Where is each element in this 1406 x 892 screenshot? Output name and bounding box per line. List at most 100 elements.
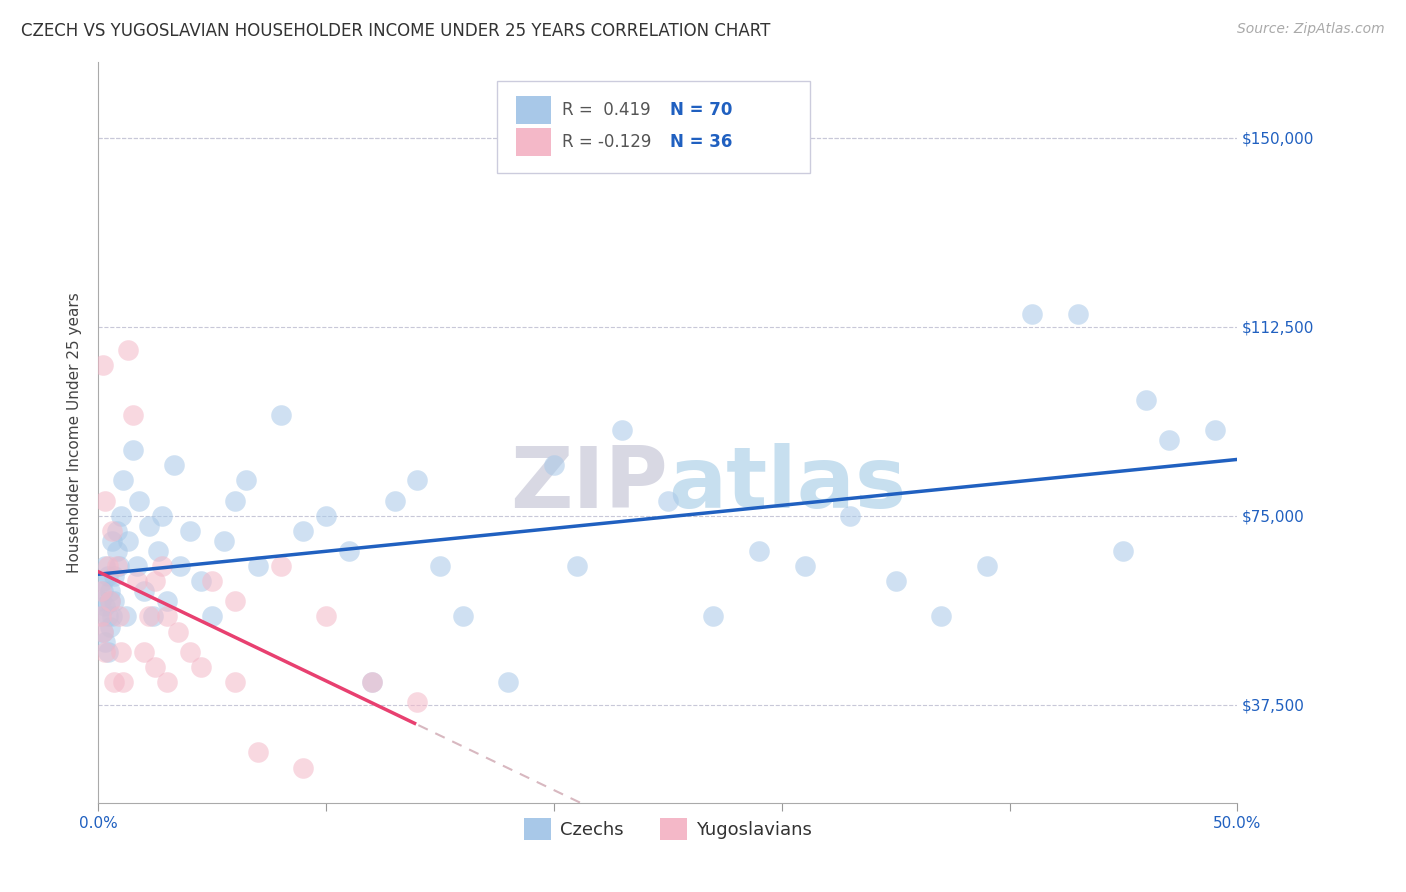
Point <box>150 559 173 574</box>
Point <box>105 524 128 538</box>
Point <box>167 624 190 639</box>
Point <box>145 660 167 674</box>
Point <box>565 559 588 574</box>
Point <box>98 594 121 608</box>
Point <box>90 584 112 599</box>
Point <box>384 493 406 508</box>
Point <box>94 493 117 508</box>
Point <box>94 645 117 659</box>
Point <box>1157 433 1180 447</box>
Legend: Czechs, Yugoslavians: Czechs, Yugoslavians <box>515 809 821 849</box>
Point <box>793 559 815 574</box>
Point <box>91 624 114 639</box>
Point <box>162 458 184 473</box>
Point <box>94 599 117 614</box>
Point <box>142 609 165 624</box>
Text: R = -0.129: R = -0.129 <box>562 134 651 152</box>
Point <box>360 674 382 689</box>
Point <box>201 574 224 589</box>
Point <box>91 624 114 639</box>
Point <box>748 544 770 558</box>
Point <box>1135 392 1157 407</box>
Point <box>612 423 634 437</box>
Point <box>929 609 952 624</box>
Point <box>96 645 118 659</box>
Text: ZIP: ZIP <box>510 443 668 526</box>
Point <box>543 458 565 473</box>
Point <box>108 609 131 624</box>
Point <box>117 343 139 357</box>
FancyBboxPatch shape <box>516 95 551 124</box>
Point <box>429 559 451 574</box>
Point <box>98 619 121 633</box>
Point <box>156 674 179 689</box>
Point <box>657 493 679 508</box>
Point <box>337 544 360 558</box>
Point <box>103 569 125 583</box>
Point <box>702 609 724 624</box>
Point <box>105 544 128 558</box>
Point <box>128 493 150 508</box>
Point <box>121 408 143 422</box>
Point <box>96 559 118 574</box>
Point <box>98 594 121 608</box>
Point <box>110 508 132 523</box>
Point <box>179 524 201 538</box>
Point <box>91 358 114 372</box>
Point <box>156 609 179 624</box>
Point <box>94 559 117 574</box>
Point <box>201 609 224 624</box>
Point <box>101 609 124 624</box>
Point <box>270 559 292 574</box>
Point <box>884 574 907 589</box>
Point <box>212 533 235 548</box>
Point <box>94 634 117 648</box>
Point <box>103 594 125 608</box>
Point <box>1204 423 1226 437</box>
Point <box>246 746 269 760</box>
Point <box>406 474 429 488</box>
Point <box>91 584 114 599</box>
Point <box>1112 544 1135 558</box>
Point <box>96 569 118 583</box>
Point <box>150 508 173 523</box>
Point <box>145 574 167 589</box>
Point <box>179 645 201 659</box>
Point <box>138 518 160 533</box>
Point <box>108 559 131 574</box>
Point <box>96 609 118 624</box>
Point <box>224 674 246 689</box>
Point <box>190 660 212 674</box>
Point <box>91 574 114 589</box>
Text: Source: ZipAtlas.com: Source: ZipAtlas.com <box>1237 22 1385 37</box>
Point <box>127 574 149 589</box>
Point <box>315 609 337 624</box>
Point <box>169 559 191 574</box>
Point <box>127 559 149 574</box>
Point <box>270 408 292 422</box>
Point <box>110 645 132 659</box>
Point <box>117 533 139 548</box>
Text: CZECH VS YUGOSLAVIAN HOUSEHOLDER INCOME UNDER 25 YEARS CORRELATION CHART: CZECH VS YUGOSLAVIAN HOUSEHOLDER INCOME … <box>21 22 770 40</box>
Point <box>224 594 246 608</box>
Point <box>121 443 143 458</box>
Point <box>190 574 212 589</box>
Point <box>90 609 112 624</box>
Text: N = 36: N = 36 <box>671 134 733 152</box>
Point <box>138 609 160 624</box>
Point <box>98 584 121 599</box>
Y-axis label: Householder Income Under 25 years: Householder Income Under 25 years <box>67 293 83 573</box>
Point <box>114 609 136 624</box>
Point <box>1067 307 1090 321</box>
Point <box>105 559 128 574</box>
Text: R =  0.419: R = 0.419 <box>562 101 651 119</box>
Point <box>101 524 124 538</box>
Point <box>146 544 169 558</box>
Point <box>315 508 337 523</box>
FancyBboxPatch shape <box>516 128 551 156</box>
Point <box>224 493 246 508</box>
Point <box>90 594 112 608</box>
Point <box>498 674 520 689</box>
Point <box>976 559 998 574</box>
Point <box>112 674 135 689</box>
